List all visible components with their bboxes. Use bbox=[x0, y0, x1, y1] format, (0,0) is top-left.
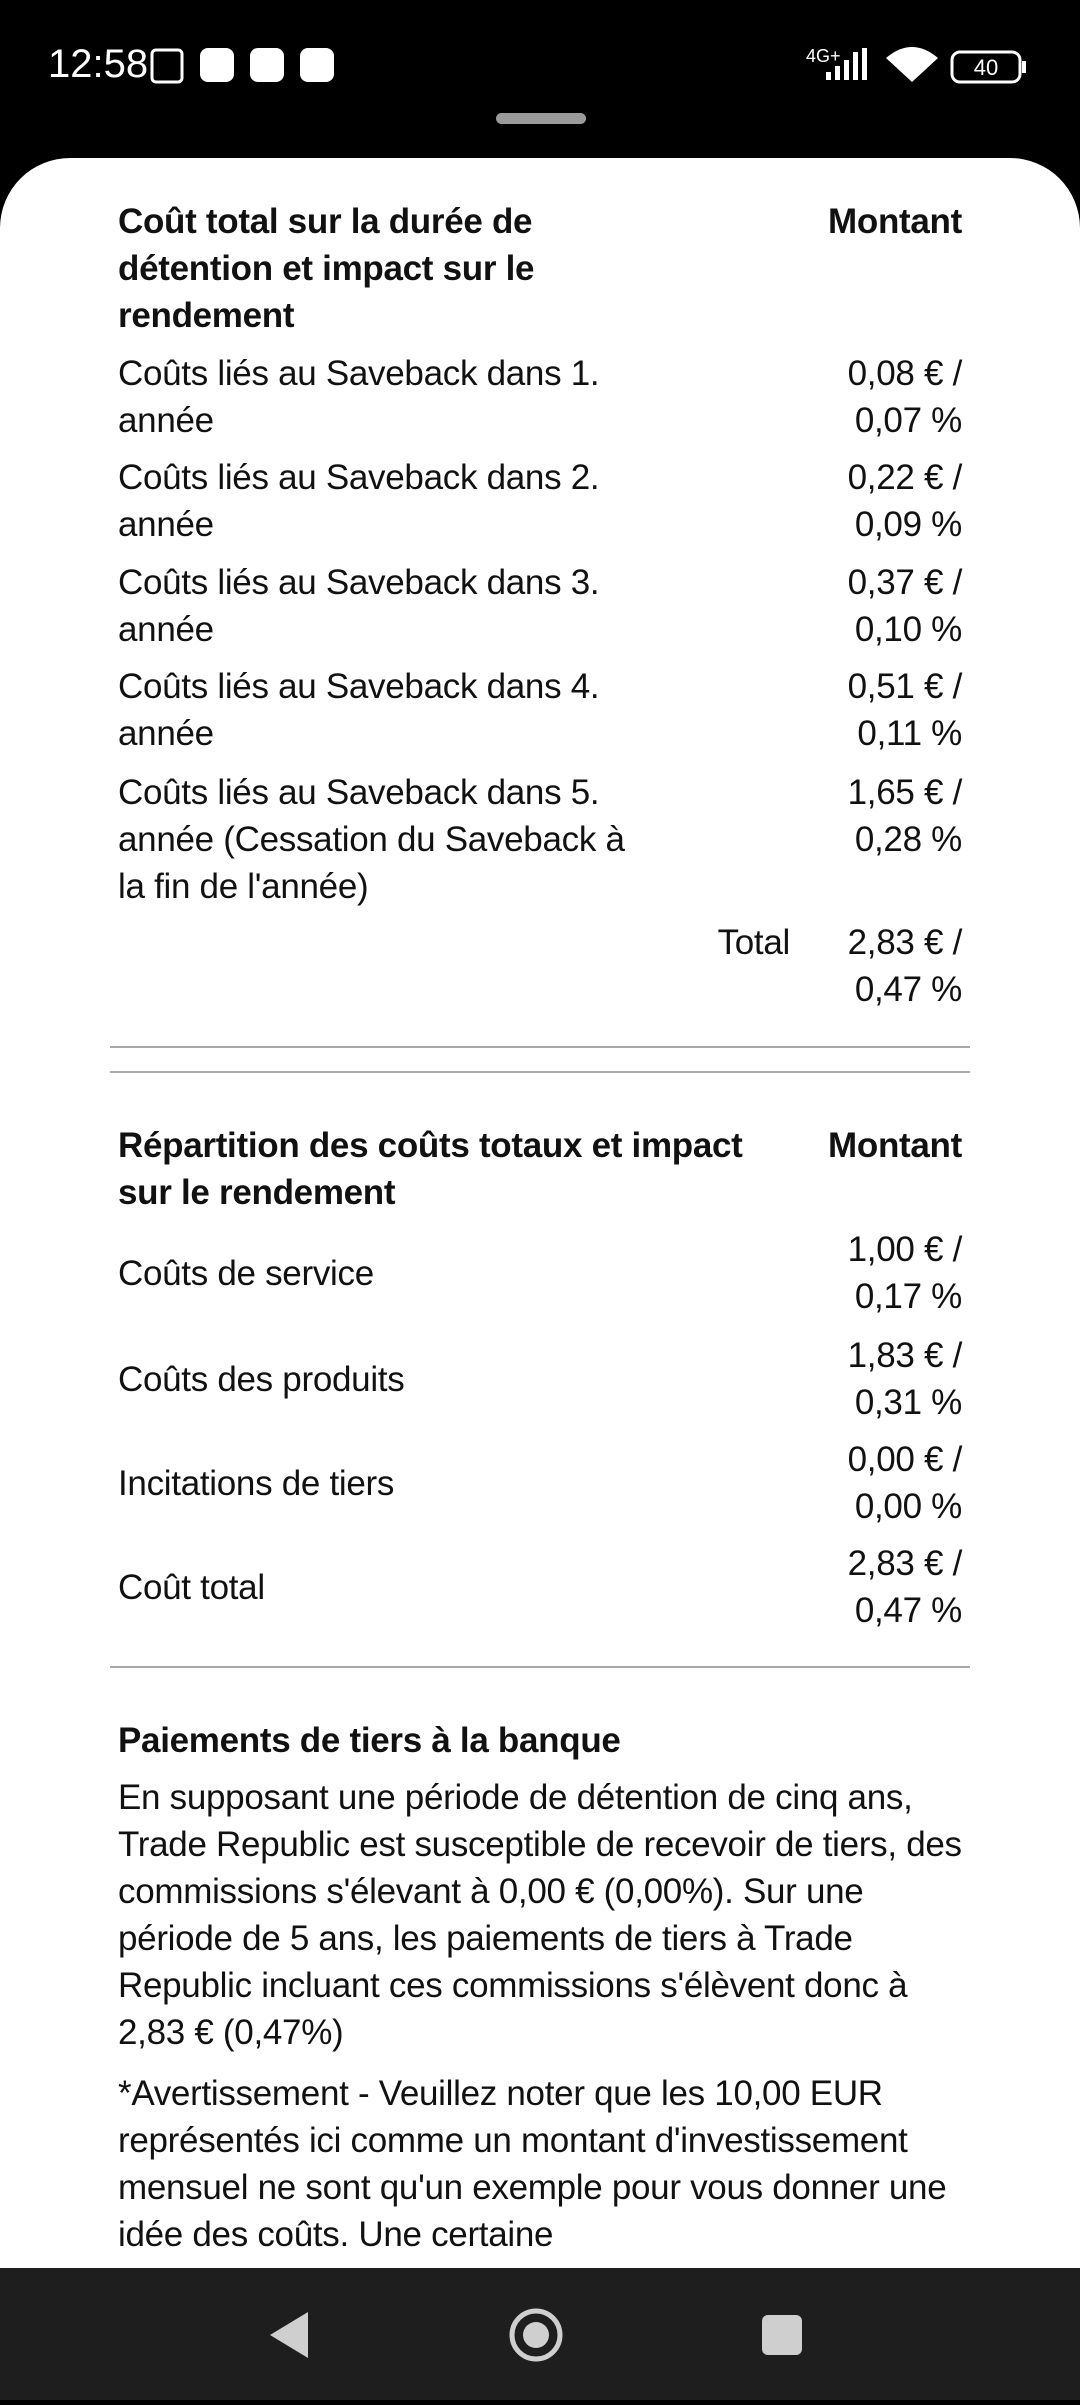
row-label: Coûts des produits bbox=[118, 1359, 405, 1399]
home-dot bbox=[523, 2322, 549, 2348]
row-amount: 1,00 € / 0,17 % bbox=[847, 1230, 963, 1316]
row-label: Coûts liés au Saveback dans 5. année (Ce… bbox=[118, 773, 625, 906]
row-amount: 1,83 € / 0,31 % bbox=[847, 1336, 963, 1422]
row-label: Coûts liés au Saveback dans 4. année bbox=[118, 667, 600, 753]
amount-header: Montant bbox=[828, 202, 962, 241]
row-amount: 0,37 € / 0,10 % bbox=[847, 563, 963, 649]
cost-row: Coûts des produits bbox=[118, 1332, 962, 1426]
battery-tip bbox=[1022, 61, 1026, 73]
back-button[interactable] bbox=[270, 2312, 308, 2358]
gmail-icon bbox=[250, 48, 284, 82]
cost-sheet: Coût total sur la durée de détention et … bbox=[0, 158, 1080, 2268]
paragraph: En supposant une période de détention de… bbox=[118, 1778, 962, 2052]
nav-icons bbox=[270, 2308, 802, 2362]
row-label: Coûts liés au Saveback dans 2. année bbox=[118, 458, 600, 544]
section-title: Paiements de tiers à la banque bbox=[118, 1721, 621, 1760]
amount-header: Montant bbox=[828, 1126, 962, 1165]
cost-row: Incitations de tiers bbox=[118, 1436, 962, 1530]
row-amount: 1,65 € / 0,28 % bbox=[847, 773, 963, 859]
row-label: Incitations de tiers bbox=[118, 1463, 395, 1503]
signal-icon bbox=[826, 48, 867, 80]
battery-icon bbox=[950, 50, 1022, 84]
row-label: Coût total bbox=[118, 1567, 265, 1607]
divider bbox=[110, 1071, 970, 1073]
divider bbox=[110, 1666, 970, 1668]
row-amount: 2,83 € / 0,47 % bbox=[847, 1544, 963, 1630]
navigation-bar bbox=[0, 2268, 1080, 2400]
battery-level: 40 bbox=[974, 55, 998, 80]
app-icon bbox=[200, 48, 234, 82]
row-label: Coûts liés au Saveback dans 3. année bbox=[118, 563, 600, 649]
row-label: Coûts liés au Saveback dans 1. année bbox=[118, 354, 600, 440]
nfc-icon bbox=[150, 48, 184, 84]
row-amount: 0,08 € / 0,07 % bbox=[847, 354, 963, 440]
status-bar: 12:58 4G+ 40 bbox=[0, 0, 1080, 160]
app-icon bbox=[300, 48, 334, 82]
drag-handle[interactable] bbox=[496, 113, 586, 124]
cost-row: Coût total bbox=[118, 1540, 962, 1634]
divider bbox=[110, 1046, 970, 1048]
row-amount: 0,51 € / 0,11 % bbox=[847, 667, 963, 753]
row-label: Coûts de service bbox=[118, 1253, 374, 1293]
wifi-icon bbox=[886, 47, 938, 82]
paragraph: *Avertissement - Veuillez noter que les … bbox=[118, 2074, 947, 2254]
network-type: 4G+ bbox=[806, 46, 841, 66]
total-amount: 2,83 € / 0,47 % bbox=[847, 923, 963, 1009]
row-amount: 0,00 € / 0,00 % bbox=[847, 1440, 963, 1526]
status-icons: 4G+ 40 bbox=[150, 46, 1026, 84]
cost-row: Coûts de service bbox=[118, 1226, 962, 1320]
row-amount: 0,22 € / 0,09 % bbox=[847, 458, 963, 544]
home-button[interactable] bbox=[509, 2308, 563, 2362]
recents-button[interactable] bbox=[762, 2315, 802, 2355]
section-header: Répartition des coûts totaux et impact s… bbox=[118, 1126, 743, 1212]
clock: 12:58 bbox=[48, 42, 149, 86]
total-label: Total bbox=[717, 923, 791, 962]
section-header: Coût total sur la durée de détention et … bbox=[118, 202, 535, 335]
